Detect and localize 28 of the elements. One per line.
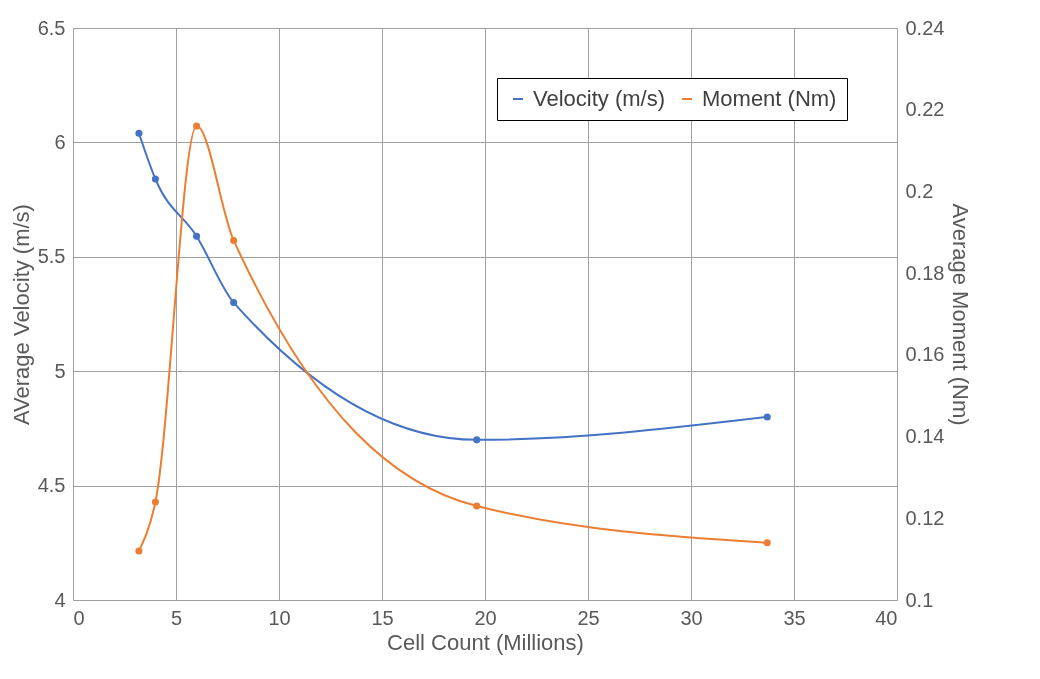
y-tick-label: 5.5 (37, 245, 66, 268)
x-tick-label: 25 (577, 606, 600, 629)
legend-label: Moment (Nm) (702, 86, 837, 111)
x-tick-label: 5 (170, 606, 183, 629)
legend-label: Velocity (m/s) (533, 86, 666, 111)
x-tick-label: 0 (73, 606, 85, 629)
x-tick-label: 40 (875, 606, 898, 629)
y-tick-label: 6.5 (37, 16, 66, 39)
x-tick-label: 10 (268, 606, 291, 629)
y2-tick-label: 0.18 (905, 261, 945, 284)
y2-tick-label: 0.1 (905, 588, 934, 611)
y2-tick-label: 0.14 (905, 425, 945, 448)
x-axis-title: Cell Count (Millions) (387, 629, 584, 655)
y2-axis-title: Average Moment (Nm) (948, 203, 974, 426)
x-tick-label: 35 (783, 606, 806, 629)
y-tick-label: 4 (54, 588, 66, 611)
y-tick-label: 6 (54, 130, 66, 153)
x-tick-label: 15 (371, 606, 394, 629)
y2-tick-label: 0.24 (905, 16, 945, 39)
y2-tick-label: 0.12 (905, 506, 945, 529)
y2-tick-label: 0.16 (905, 343, 945, 366)
y2-tick-label: 0.22 (905, 98, 945, 121)
y2-tick-label: 0.2 (905, 179, 934, 202)
x-tick-label: 20 (474, 606, 497, 629)
y-tick-label: 4.5 (37, 474, 66, 497)
y-tick-label: 5 (54, 359, 66, 382)
x-tick-label: 30 (680, 606, 703, 629)
y-axis-title: AVerage Velocity (m/s) (8, 204, 34, 425)
